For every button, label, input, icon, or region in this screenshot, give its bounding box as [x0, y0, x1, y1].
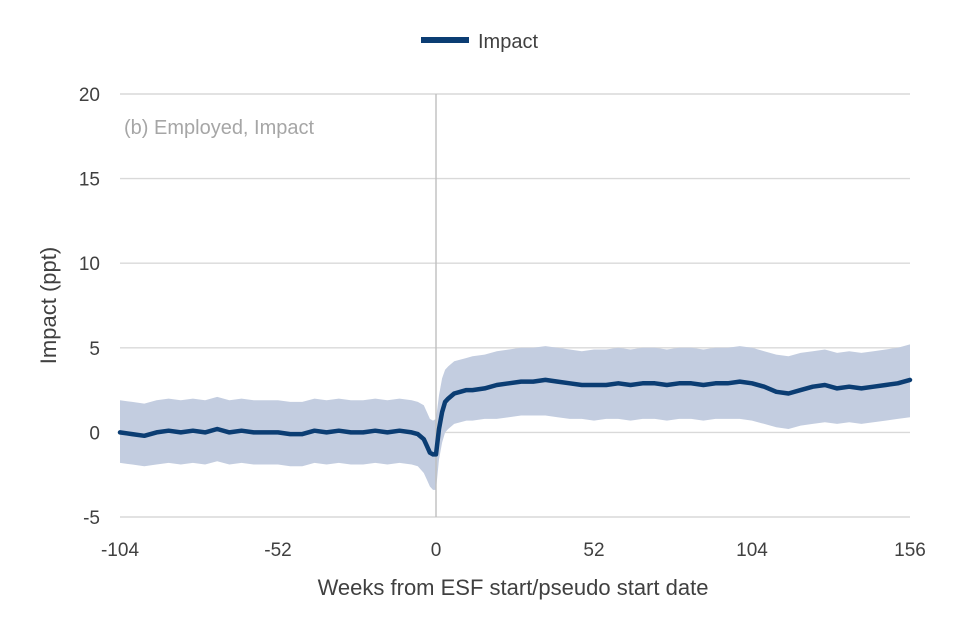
x-tick-label: -52 [264, 540, 291, 561]
legend-swatch-impact [421, 37, 469, 43]
series-group [117, 377, 913, 457]
x-tick-label: 156 [894, 540, 926, 561]
y-tick-label: 15 [79, 170, 100, 191]
panel-label: (b) Employed, Impact [124, 117, 315, 139]
x-tick-label: 0 [431, 540, 442, 561]
x-tick-label: -104 [101, 540, 139, 561]
series-impact-line [117, 377, 913, 457]
legend-label-impact: Impact [478, 31, 538, 53]
y-tick-label: -5 [83, 508, 100, 529]
x-tick-labels: -104 -52 0 52 104 156 [101, 540, 926, 561]
x-tick-label: 104 [736, 540, 768, 561]
x-axis-title: Weeks from ESF start/pseudo start date [318, 575, 709, 600]
confidence-band [120, 344, 910, 490]
y-tick-label: 10 [79, 254, 100, 275]
confidence-band-group [120, 344, 910, 490]
y-tick-labels: -5 0 5 10 15 20 [79, 85, 100, 529]
y-axis-title: Impact (ppt) [36, 247, 61, 364]
y-tick-label: 5 [89, 339, 100, 360]
y-tick-label: 20 [79, 85, 100, 106]
y-tick-label: 0 [89, 423, 100, 444]
x-tick-label: 52 [583, 540, 604, 561]
legend: Impact [421, 31, 538, 53]
